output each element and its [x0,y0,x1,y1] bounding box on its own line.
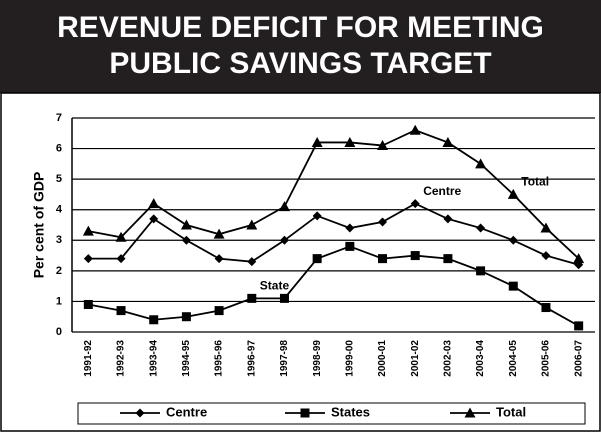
y-tick-label: 0 [56,326,62,338]
marker [247,293,257,303]
series-line [88,245,580,327]
marker [214,254,224,264]
marker [345,223,355,233]
x-tick-label: 1996-97 [246,340,257,377]
annotation: Centre [423,184,461,198]
marker [148,198,160,209]
marker [116,254,126,264]
marker [344,136,356,147]
marker [180,219,192,230]
marker [135,408,145,418]
marker [279,293,289,303]
marker [116,306,126,316]
chart-title: REVENUE DEFICIT FOR MEETING PUBLIC SAVIN… [0,0,601,93]
marker [378,217,388,227]
marker [541,303,551,313]
marker [247,257,257,267]
frame [0,92,601,432]
legend-box [77,402,586,425]
legend-label: Total [496,404,526,419]
series-line [88,202,579,266]
marker [82,225,94,236]
marker [541,251,551,261]
marker [378,254,388,264]
y-tick-label: 3 [56,234,62,246]
x-tick-label: 1992-93 [116,340,127,377]
marker [476,223,486,233]
marker [181,312,191,322]
marker [312,211,322,221]
marker [476,266,486,276]
marker [508,281,518,291]
marker [410,199,420,209]
marker [149,214,159,224]
legend-label: Centre [166,404,207,419]
x-tick-label: 1993-94 [148,340,159,377]
marker [345,241,355,251]
annotation: Total [521,175,549,189]
annotation: State [260,279,290,293]
marker [214,306,224,316]
marker [181,235,191,245]
marker [278,201,290,212]
marker [443,254,453,264]
marker [507,188,519,199]
marker [540,222,552,233]
x-tick-label: 2006-07 [573,340,584,377]
x-tick-label: 2005-06 [541,340,552,377]
x-tick-label: 2000-01 [377,340,388,377]
marker [508,235,518,245]
marker [115,231,127,242]
marker [83,254,93,264]
marker [464,407,476,418]
marker [573,253,585,264]
series-line [88,129,580,260]
marker [312,254,322,264]
x-tick-label: 2004-05 [508,340,519,377]
y-tick-label: 5 [56,173,62,185]
x-tick-label: 2001-02 [410,340,421,377]
marker [279,235,289,245]
x-tick-label: 1998-99 [312,340,323,377]
marker [443,214,453,224]
marker [213,228,225,239]
marker [246,219,258,230]
x-tick-label: 1991-92 [83,340,94,377]
y-tick-label: 2 [56,265,62,277]
marker [409,124,421,135]
y-axis-label: Per cent of GDP [31,172,47,279]
x-tick-label: 1999-00 [344,340,355,377]
y-tick-label: 7 [56,112,62,124]
x-tick-label: 1997-98 [279,340,290,377]
marker [574,321,584,331]
marker [83,299,93,309]
marker [442,136,454,147]
marker [410,251,420,261]
x-tick-label: 1994-95 [181,340,192,377]
x-tick-label: 2002-03 [443,340,454,377]
marker [475,158,487,169]
y-tick-label: 4 [56,204,63,216]
x-tick-label: 1995-96 [214,340,225,377]
marker [311,136,323,147]
marker [300,408,310,418]
legend-label: States [331,404,370,419]
marker [149,315,159,325]
x-tick-label: 2003-04 [475,340,486,377]
y-tick-label: 1 [56,295,62,307]
y-tick-label: 6 [56,142,62,154]
marker [377,140,389,151]
